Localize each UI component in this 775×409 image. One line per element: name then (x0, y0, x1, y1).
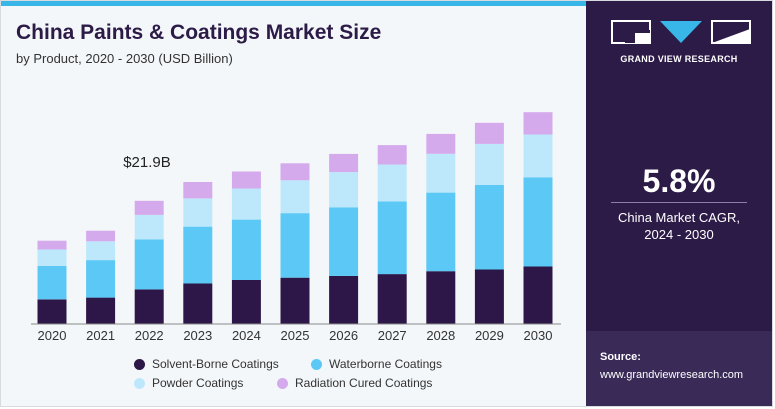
bar-radiation-2022 (134, 200, 164, 215)
legend-item-radiation: Radiation Cured Coatings (277, 376, 432, 390)
bar-waterborne-2028 (426, 192, 456, 272)
x-tick-label: 2027 (378, 328, 407, 343)
value-annotation-2022: $21.9B (123, 154, 171, 171)
bar-solvent-2020 (37, 299, 67, 324)
bar-radiation-2029 (474, 122, 504, 144)
bar-powder-2029 (474, 143, 504, 185)
x-tick-label: 2028 (426, 328, 455, 343)
x-tick-label: 2020 (38, 328, 67, 343)
source-box (586, 331, 772, 406)
legend-item-waterborne: Waterborne Coatings (311, 357, 442, 371)
bar-waterborne-2030 (523, 177, 553, 267)
bar-waterborne-2023 (183, 226, 213, 284)
bar-powder-2026 (329, 172, 359, 208)
accent-bar (1, 1, 586, 6)
x-tick-label: 2024 (232, 328, 261, 343)
bar-powder-2028 (426, 153, 456, 193)
x-tick-label: 2029 (475, 328, 504, 343)
x-tick-label: 2025 (281, 328, 310, 343)
legend-item-powder: Powder Coatings (134, 376, 243, 390)
bar-solvent-2030 (523, 266, 553, 324)
bar-radiation-2023 (183, 182, 213, 199)
legend-swatch-radiation (277, 377, 288, 389)
x-tick-label: 2026 (329, 328, 358, 343)
legend-swatch-solvent (134, 358, 145, 370)
source-url[interactable]: www.grandviewresearch.com (600, 369, 744, 381)
cagr-divider (611, 202, 747, 203)
bar-radiation-2028 (426, 133, 456, 154)
bar-radiation-2030 (523, 112, 553, 135)
x-tick-label: 2030 (524, 328, 553, 343)
source-title: Source: (600, 351, 641, 363)
bar-powder-2024 (231, 188, 261, 220)
legend-item-solvent: Solvent-Borne Coatings (134, 357, 279, 371)
bar-waterborne-2029 (474, 185, 504, 270)
bar-solvent-2029 (474, 269, 504, 324)
bar-radiation-2026 (329, 153, 359, 173)
x-tick-label: 2023 (183, 328, 212, 343)
bar-powder-2023 (183, 198, 213, 227)
bar-powder-2021 (86, 241, 116, 261)
legend-label-solvent: Solvent-Borne Coatings (152, 357, 279, 371)
bar-chart: 2020 2021 2022 2023 2024 2025 2026 2027 2028 2029… (31, 112, 561, 343)
bar-waterborne-2021 (86, 260, 116, 298)
bar-waterborne-2022 (134, 239, 164, 290)
bar-solvent-2026 (329, 275, 359, 324)
sidebar-panel: GRAND VIEW RESEARCH 5.8% China Market CA… (586, 1, 772, 406)
chart-title: China Paints & Coatings Market Size (16, 21, 382, 44)
bar-waterborne-2024 (231, 219, 261, 280)
bar-solvent-2027 (377, 274, 407, 324)
bar-solvent-2023 (183, 283, 213, 324)
x-tick-label: 2022 (135, 328, 164, 343)
bar-radiation-2020 (37, 240, 67, 250)
bar-waterborne-2027 (377, 201, 407, 275)
legend-swatch-powder (134, 377, 145, 389)
legend-label-waterborne: Waterborne Coatings (329, 357, 442, 371)
bar-powder-2027 (377, 164, 407, 202)
bar-solvent-2021 (86, 297, 116, 324)
bar-solvent-2022 (134, 289, 164, 324)
cagr-label-line1: China Market CAGR, (617, 210, 741, 225)
chart-panel: China Paints & Coatings Market Size by P… (1, 1, 586, 406)
cagr-label: China Market CAGR, 2024 - 2030 (586, 209, 772, 243)
legend-label-powder: Powder Coatings (152, 376, 244, 390)
bar-waterborne-2026 (329, 207, 359, 276)
bar-powder-2025 (280, 180, 310, 214)
bar-radiation-2021 (86, 230, 116, 242)
bar-radiation-2027 (377, 145, 407, 165)
brand-name: GRAND VIEW RESEARCH (620, 54, 738, 64)
bar-waterborne-2025 (280, 213, 310, 278)
bar-solvent-2028 (426, 271, 456, 324)
bar-radiation-2025 (280, 163, 310, 181)
x-tick-label: 2021 (86, 328, 115, 343)
bar-solvent-2024 (231, 280, 261, 324)
grand-view-research-logo (611, 20, 751, 44)
chart-subtitle: by Product, 2020 - 2030 (USD Billion) (16, 51, 233, 66)
cagr-value: 5.8% (642, 163, 716, 199)
bar-radiation-2024 (231, 171, 261, 189)
bar-powder-2020 (37, 249, 67, 266)
bar-powder-2030 (523, 134, 553, 178)
bar-powder-2022 (134, 214, 164, 240)
legend-label-radiation: Radiation Cured Coatings (295, 376, 433, 390)
bar-waterborne-2020 (37, 265, 67, 300)
cagr-label-line2: 2024 - 2030 (644, 227, 714, 242)
legend-swatch-waterborne (311, 358, 322, 370)
bar-solvent-2025 (280, 277, 310, 324)
